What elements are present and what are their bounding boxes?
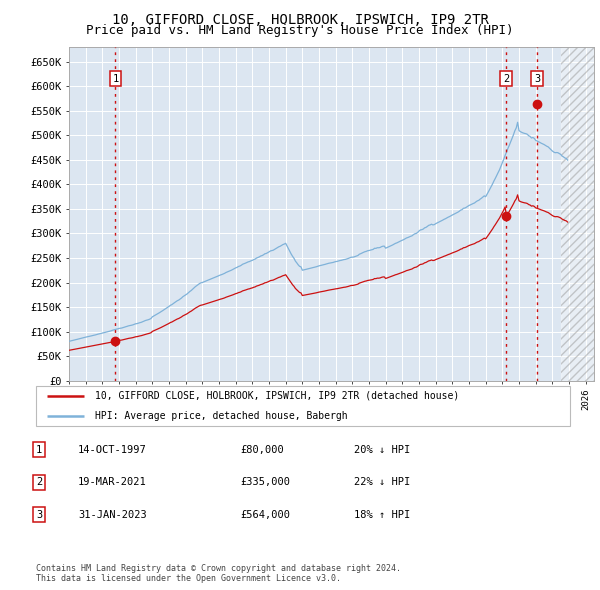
Text: £564,000: £564,000 — [240, 510, 290, 520]
Text: 10, GIFFORD CLOSE, HOLBROOK, IPSWICH, IP9 2TR (detached house): 10, GIFFORD CLOSE, HOLBROOK, IPSWICH, IP… — [95, 391, 459, 401]
Text: 14-OCT-1997: 14-OCT-1997 — [78, 445, 147, 455]
Text: £80,000: £80,000 — [240, 445, 284, 455]
Text: £335,000: £335,000 — [240, 477, 290, 487]
Text: 31-JAN-2023: 31-JAN-2023 — [78, 510, 147, 520]
Text: 3: 3 — [534, 74, 540, 84]
Text: HPI: Average price, detached house, Babergh: HPI: Average price, detached house, Babe… — [95, 411, 347, 421]
Text: 2: 2 — [503, 74, 509, 84]
Text: 3: 3 — [36, 510, 42, 520]
Text: 1: 1 — [36, 445, 42, 455]
Text: 18% ↑ HPI: 18% ↑ HPI — [354, 510, 410, 520]
Text: Contains HM Land Registry data © Crown copyright and database right 2024.
This d: Contains HM Land Registry data © Crown c… — [36, 563, 401, 583]
Text: 20% ↓ HPI: 20% ↓ HPI — [354, 445, 410, 455]
Bar — [560, 47, 594, 381]
Text: 1: 1 — [112, 74, 119, 84]
Text: 22% ↓ HPI: 22% ↓ HPI — [354, 477, 410, 487]
Text: 19-MAR-2021: 19-MAR-2021 — [78, 477, 147, 487]
Text: Price paid vs. HM Land Registry's House Price Index (HPI): Price paid vs. HM Land Registry's House … — [86, 24, 514, 37]
Text: 2: 2 — [36, 477, 42, 487]
Text: 10, GIFFORD CLOSE, HOLBROOK, IPSWICH, IP9 2TR: 10, GIFFORD CLOSE, HOLBROOK, IPSWICH, IP… — [112, 13, 488, 27]
Bar — [560, 47, 594, 381]
FancyBboxPatch shape — [36, 386, 570, 426]
